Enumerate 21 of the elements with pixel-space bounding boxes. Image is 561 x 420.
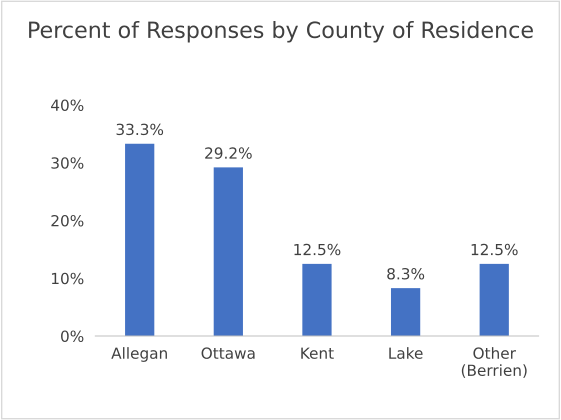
y-tick-label: 10%	[52, 272, 84, 284]
x-tick-label: Other (Berrien)	[462, 347, 527, 378]
y-tick-label: 0%	[61, 330, 84, 342]
x-tick-label: Ottawa	[202, 347, 255, 359]
bar	[480, 264, 509, 336]
x-tick-label: Lake	[389, 347, 423, 359]
data-label: 33.3%	[116, 124, 164, 136]
chart-title: Percent of Responses by County of Residence	[29, 21, 533, 43]
bar	[125, 144, 154, 336]
x-tick-label: Kent	[301, 348, 334, 359]
data-label: 12.5%	[294, 244, 340, 256]
bar	[390, 288, 420, 336]
y-tick-label: 30%	[51, 157, 84, 169]
data-label: 8.3%	[387, 268, 424, 280]
y-tick-label: 20%	[51, 214, 84, 227]
x-tick-label: Allegan	[111, 347, 167, 362]
bar	[302, 264, 332, 336]
data-label: 12.5%	[472, 244, 518, 256]
bar	[214, 167, 243, 336]
y-tick-label: 40%	[51, 99, 84, 112]
data-label: 29.2%	[205, 147, 252, 159]
